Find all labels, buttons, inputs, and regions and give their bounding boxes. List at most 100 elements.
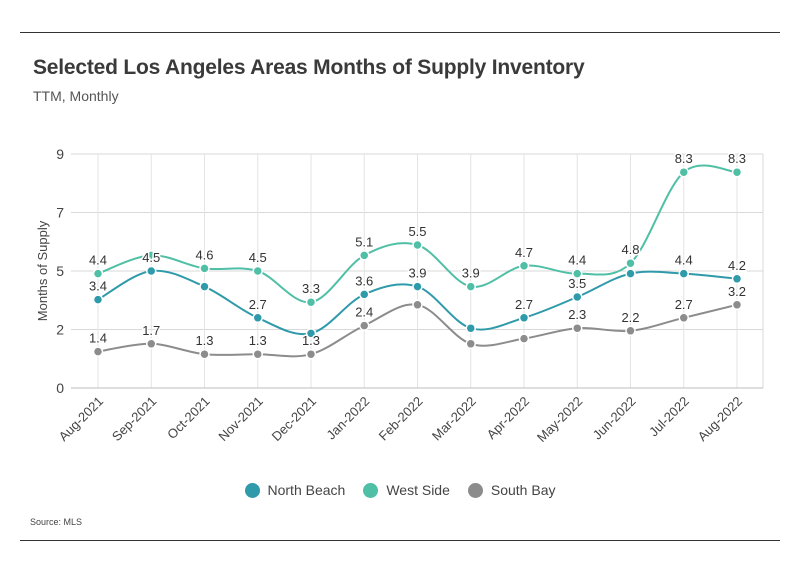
data-point-west-side xyxy=(678,166,689,178)
data-label-halo: 4.6 xyxy=(195,247,213,262)
legend-item: West Side xyxy=(363,482,450,498)
data-point-west-side xyxy=(731,166,743,178)
data-label-halo: 4.5 xyxy=(249,250,267,265)
data-point-west-side xyxy=(465,281,476,292)
data-label: 3.3 xyxy=(302,281,320,296)
y-tick-label: 2 xyxy=(56,322,64,338)
data-label-halo: 1.3 xyxy=(195,333,213,348)
data-label-halo: 3.3 xyxy=(302,281,320,296)
x-tick-label: Aug-2021 xyxy=(56,394,106,444)
data-label-halo: 3.9 xyxy=(462,266,480,281)
data-label: 8.3 xyxy=(675,151,693,166)
data-label: 2.4 xyxy=(355,305,373,320)
data-point-south-bay xyxy=(572,322,583,334)
data-label: 3.4 xyxy=(89,279,107,294)
data-label: 4.2 xyxy=(728,258,746,273)
data-point-west-side xyxy=(252,265,263,277)
y-axis-label: Months of Supply xyxy=(35,220,50,321)
data-label-halo: 1.3 xyxy=(249,333,267,348)
data-point-north-beach xyxy=(146,265,157,277)
data-point-south-bay xyxy=(199,348,210,360)
data-point-south-bay xyxy=(731,299,743,311)
legend-marker xyxy=(363,482,379,498)
legend-label: West Side xyxy=(386,482,450,498)
legend-item: South Bay xyxy=(467,482,556,498)
data-point-north-beach xyxy=(625,268,636,279)
x-tick-label: Mar-2022 xyxy=(429,394,479,444)
legend-marker xyxy=(467,482,483,498)
data-label: 4.7 xyxy=(515,245,533,260)
data-label-halo: 3.5 xyxy=(568,276,586,291)
data-label-halo: 3.6 xyxy=(355,273,373,288)
data-point-west-side xyxy=(359,250,370,261)
y-tick-label: 7 xyxy=(56,205,64,221)
x-tick-label: Oct-2021 xyxy=(164,394,212,442)
data-point-south-bay xyxy=(359,320,370,331)
data-label: 1.3 xyxy=(195,333,213,348)
data-point-south-bay xyxy=(252,348,263,360)
data-point-north-beach xyxy=(518,312,530,324)
data-label-halo: 2.7 xyxy=(675,297,693,312)
data-point-west-side xyxy=(305,296,317,308)
data-label: 3.5 xyxy=(568,276,586,291)
chart-title: Selected Los Angeles Areas Months of Sup… xyxy=(33,56,585,79)
data-label: 2.7 xyxy=(249,297,267,312)
x-tick-label: Apr-2022 xyxy=(484,394,532,442)
data-label: 2.7 xyxy=(675,297,693,312)
x-tick-label: Jul-2022 xyxy=(646,394,692,440)
data-label-halo: 3.2 xyxy=(728,284,746,299)
data-label-halo: 2.4 xyxy=(355,305,373,320)
x-tick-label: May-2022 xyxy=(534,394,585,445)
data-point-north-beach xyxy=(465,322,476,334)
y-tick-label: 0 xyxy=(56,380,64,396)
data-label: 2.7 xyxy=(515,297,533,312)
data-point-west-side xyxy=(92,268,104,279)
data-label-halo: 4.2 xyxy=(728,258,746,273)
data-point-west-side xyxy=(412,239,423,251)
data-label: 4.8 xyxy=(621,242,639,257)
data-label-halo: 3.4 xyxy=(89,279,107,294)
data-label-halo: 5.1 xyxy=(355,234,373,249)
data-point-north-beach xyxy=(305,328,317,339)
data-label-halo: 8.3 xyxy=(675,151,693,166)
x-tick-label: Sep-2021 xyxy=(109,394,159,444)
data-point-south-bay xyxy=(305,348,317,360)
source-note: Source: MLS xyxy=(30,517,83,527)
data-point-south-bay xyxy=(465,338,476,350)
data-label: 3.9 xyxy=(408,266,426,281)
data-label: 1.3 xyxy=(302,333,320,348)
data-label: 1.7 xyxy=(142,323,160,338)
data-point-south-bay xyxy=(678,312,689,324)
x-tick-label: Aug-2022 xyxy=(695,394,745,444)
legend-label: South Bay xyxy=(490,482,556,498)
data-point-north-beach xyxy=(412,281,423,292)
data-label-halo: 4.7 xyxy=(515,245,533,260)
data-point-north-beach xyxy=(572,291,583,303)
data-point-west-side xyxy=(146,250,157,261)
data-label-halo: 2.7 xyxy=(515,297,533,312)
data-point-west-side xyxy=(572,268,583,279)
chart-legend: North Beach West Side South Bay xyxy=(0,482,800,501)
data-label-halo: 3.9 xyxy=(408,266,426,281)
data-point-south-bay xyxy=(518,333,530,344)
data-point-west-side xyxy=(518,260,530,272)
top-rule xyxy=(20,32,780,33)
data-point-north-beach xyxy=(731,273,743,285)
x-tick-label: Jun-2022 xyxy=(590,394,639,443)
data-label: 4.6 xyxy=(195,247,213,262)
data-label: 5.5 xyxy=(408,224,426,239)
data-point-south-bay xyxy=(146,338,157,350)
data-label-halo: 4.8 xyxy=(621,242,639,257)
data-point-south-bay xyxy=(92,346,104,357)
data-label: 4.4 xyxy=(89,253,107,268)
y-tick-label: 5 xyxy=(56,263,64,279)
x-tick-label: Jan-2022 xyxy=(323,394,372,443)
data-label: 3.2 xyxy=(728,284,746,299)
legend-marker xyxy=(244,482,260,498)
data-label-halo: 2.2 xyxy=(621,310,639,325)
data-label-halo: 2.7 xyxy=(249,297,267,312)
data-point-west-side xyxy=(199,263,210,274)
data-label-halo: 1.3 xyxy=(302,333,320,348)
data-point-south-bay xyxy=(625,325,636,337)
